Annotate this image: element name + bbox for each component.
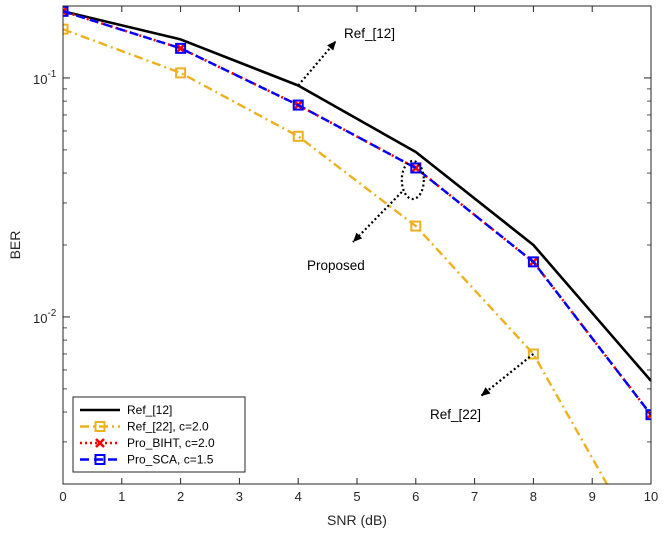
x-axis-title: SNR (dB) <box>327 512 387 528</box>
series-marker-ref-22-c-2-0 <box>63 23 69 35</box>
x-tick-label: 6 <box>412 489 419 504</box>
annotation-arrow-ref22 <box>480 353 535 397</box>
y-tick-label: 10-2 <box>33 308 57 326</box>
x-tick-label: 4 <box>295 489 302 504</box>
x-tick-label: 10 <box>644 489 658 504</box>
series-marker-ref-22-c-2-0 <box>175 67 187 79</box>
plot-marks <box>63 6 651 484</box>
series-line-pro-sca-c-1-5 <box>63 10 651 416</box>
series-marker-pro-sca-c-1-5 <box>175 42 187 54</box>
annotation-label-proposed: Proposed <box>307 258 365 273</box>
annotation-arrow-proposed <box>352 191 403 243</box>
legend-label: Ref_[22], c=2.0 <box>127 420 209 434</box>
x-tick-label: 1 <box>118 489 125 504</box>
series-marker-pro-sca-c-1-5 <box>63 6 69 17</box>
annotation-label-ref12: Ref_[12] <box>344 26 395 41</box>
series-marker-ref-22-c-2-0 <box>292 130 304 142</box>
annotations: Ref_[12] Proposed Ref_[22] <box>297 26 535 422</box>
series-marker-pro-sca-c-1-5 <box>410 162 422 174</box>
annotation-arrow-ref12 <box>297 40 337 87</box>
annotation-label-ref22: Ref_[22] <box>430 407 481 422</box>
x-tick-label: 9 <box>589 489 596 504</box>
series-marker-pro-biht-c-2-0 <box>175 43 186 54</box>
series-marker-pro-biht-c-2-0 <box>63 6 68 17</box>
axes: 0 1 2 3 4 5 6 7 8 9 10 10-1 10-2 SNR (dB) BER <box>7 5 658 528</box>
legend-marker <box>94 454 106 465</box>
legend-label: Ref_[12] <box>127 403 172 417</box>
annotation-ellipse-proposed <box>400 159 425 201</box>
x-tick-label: 8 <box>530 489 537 504</box>
y-axis-title: BER <box>7 231 23 260</box>
series-line-ref-12 <box>63 10 651 382</box>
y-tick-label: 10-1 <box>33 69 57 87</box>
x-tick-label: 3 <box>236 489 243 504</box>
legend-label: Pro_SCA, c=1.5 <box>127 453 214 467</box>
x-tick-label: 0 <box>59 489 66 504</box>
x-tick-label: 5 <box>353 489 360 504</box>
series-line-pro-biht-c-2-0 <box>63 10 651 416</box>
legend: Ref_[12] Ref_[22], c=2.0 Pro_BIHT, c=2.0 Pr… <box>72 396 246 473</box>
legend-label: Pro_BIHT, c=2.0 <box>127 436 215 450</box>
series-marker-ref-22-c-2-0 <box>410 220 422 232</box>
series-marker-pro-sca-c-1-5 <box>645 409 651 421</box>
legend-marker <box>95 438 105 448</box>
x-tick-label: 7 <box>471 489 478 504</box>
series-marker-pro-sca-c-1-5 <box>292 99 304 111</box>
legend-marker <box>94 421 106 432</box>
x-tick-label: 2 <box>177 489 184 504</box>
series-marker-ref-22-c-2-0 <box>527 348 539 360</box>
series-marker-pro-sca-c-1-5 <box>527 256 539 268</box>
